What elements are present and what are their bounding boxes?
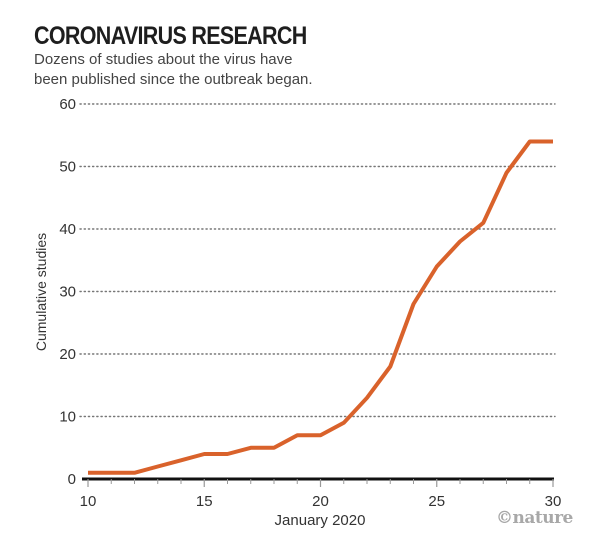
subtitle-line-2: been published since the outbreak began. xyxy=(34,71,313,88)
y-tick-label-40: 40 xyxy=(59,221,76,238)
x-axis-ticks: 10 15 20 25 30 xyxy=(80,479,562,510)
chart-subtitle: Dozens of studies about the virus have b… xyxy=(34,50,394,90)
series-group xyxy=(87,139,554,475)
x-tick-label-25: 25 xyxy=(428,493,445,510)
y-tick-label-60: 60 xyxy=(59,96,76,113)
x-axis-title: January 2020 xyxy=(275,512,366,529)
y-axis-title: Cumulative studies xyxy=(33,233,49,351)
y-tick-label-0: 0 xyxy=(68,471,76,488)
x-tick-label-30: 30 xyxy=(545,493,562,510)
gridlines xyxy=(79,103,556,418)
x-tick-label-10: 10 xyxy=(80,493,97,510)
y-tick-label-10: 10 xyxy=(59,409,76,426)
series-line-cumulative-studies xyxy=(88,139,553,475)
y-axis-ticks: 0 10 20 30 40 50 60 xyxy=(59,96,76,488)
y-tick-label-20: 20 xyxy=(59,346,76,363)
nature-credit-logo: ©nature xyxy=(496,508,573,528)
y-tick-label-50: 50 xyxy=(59,159,76,176)
x-tick-label-15: 15 xyxy=(196,493,213,510)
y-tick-label-30: 30 xyxy=(59,284,76,301)
chart-title: CORONAVIRUS RESEARCH xyxy=(34,22,307,50)
subtitle-line-1: Dozens of studies about the virus have xyxy=(34,51,293,68)
x-tick-label-20: 20 xyxy=(312,493,329,510)
